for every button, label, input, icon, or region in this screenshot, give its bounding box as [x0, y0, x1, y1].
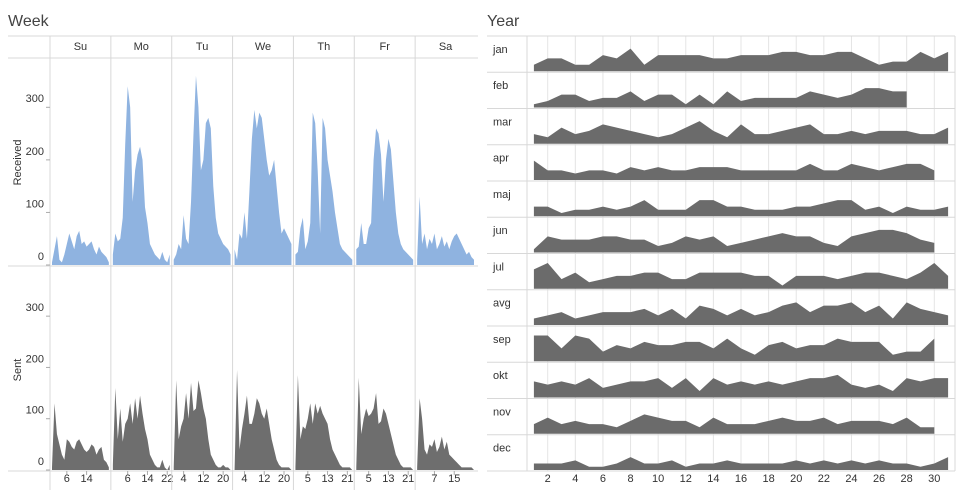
- y-tick-label: 200: [26, 146, 44, 158]
- column-header: Mo: [134, 41, 149, 53]
- area: [533, 457, 949, 470]
- x-tick-label: 5: [305, 473, 311, 485]
- column-header: Th: [317, 41, 330, 53]
- x-tick-label: 2: [545, 473, 551, 485]
- x-tick-label: 6: [64, 473, 70, 485]
- row-label: nov: [493, 406, 511, 418]
- x-tick-label: 12: [258, 473, 270, 485]
- row-label: Sent: [12, 359, 24, 382]
- x-tick-label: 7: [431, 473, 437, 485]
- y-tick-label: 0: [38, 456, 44, 468]
- x-tick-label: 4: [241, 473, 247, 485]
- x-tick-label: 4: [181, 473, 187, 485]
- row-label: okt: [493, 370, 508, 382]
- x-tick-label: 12: [680, 473, 692, 485]
- row-label: jan: [492, 44, 508, 56]
- y-tick-label: 200: [26, 353, 44, 365]
- area: [234, 370, 292, 470]
- area: [533, 200, 949, 217]
- year-title: Year: [487, 13, 520, 30]
- area: [295, 112, 353, 265]
- x-tick-label: 14: [80, 473, 92, 485]
- column-header: Fr: [380, 41, 391, 53]
- x-tick-label: 21: [341, 473, 353, 485]
- x-tick-label: 21: [402, 473, 414, 485]
- y-tick-label: 0: [38, 251, 44, 263]
- x-tick-label: 26: [873, 473, 885, 485]
- row-label: apr: [493, 153, 509, 165]
- row-label: feb: [493, 80, 508, 92]
- area: [533, 88, 907, 108]
- area: [417, 398, 474, 470]
- x-tick-label: 12: [197, 473, 209, 485]
- area: [112, 387, 170, 470]
- y-tick-label: 300: [26, 93, 44, 105]
- x-tick-label: 24: [845, 473, 857, 485]
- area: [52, 403, 109, 470]
- area: [533, 414, 935, 434]
- x-tick-label: 13: [321, 473, 333, 485]
- row-label: avg: [493, 298, 511, 310]
- x-tick-label: 6: [600, 473, 606, 485]
- x-tick-label: 14: [141, 473, 153, 485]
- row-label: mar: [493, 116, 512, 128]
- column-header: Su: [74, 41, 87, 53]
- area: [173, 380, 231, 470]
- x-tick-label: 30: [928, 473, 940, 485]
- column-header: We: [255, 41, 271, 53]
- area: [533, 48, 949, 72]
- x-tick-label: 6: [125, 473, 131, 485]
- area: [52, 230, 109, 265]
- x-tick-label: 14: [707, 473, 719, 485]
- row-label: maj: [493, 189, 511, 201]
- area: [295, 375, 353, 470]
- row-label: jun: [492, 225, 508, 237]
- x-tick-label: 18: [762, 473, 774, 485]
- area: [533, 121, 949, 144]
- area: [356, 128, 414, 265]
- y-tick-label: 100: [26, 405, 44, 417]
- area: [173, 75, 231, 266]
- area: [417, 196, 474, 265]
- x-tick-label: 16: [735, 473, 747, 485]
- x-tick-label: 20: [217, 473, 229, 485]
- x-tick-label: 15: [448, 473, 460, 485]
- x-tick-label: 8: [627, 473, 633, 485]
- area: [356, 377, 414, 470]
- x-tick-label: 10: [652, 473, 664, 485]
- x-tick-label: 20: [790, 473, 802, 485]
- x-tick-label: 4: [572, 473, 578, 485]
- column-header: Sa: [439, 41, 453, 53]
- x-tick-label: 28: [901, 473, 913, 485]
- x-tick-label: 5: [366, 473, 372, 485]
- x-tick-label: 20: [278, 473, 290, 485]
- area: [533, 229, 935, 253]
- x-tick-label: 22: [161, 473, 173, 485]
- area: [533, 335, 935, 362]
- row-label: jul: [492, 261, 504, 273]
- week-title: Week: [8, 13, 50, 30]
- area: [112, 86, 170, 266]
- row-label: Received: [12, 140, 24, 186]
- area: [533, 160, 935, 180]
- row-label: sep: [493, 334, 511, 346]
- area: [533, 262, 949, 289]
- y-tick-label: 300: [26, 302, 44, 314]
- x-tick-label: 22: [818, 473, 830, 485]
- area: [533, 374, 949, 398]
- column-header: Tu: [196, 41, 208, 53]
- y-tick-label: 100: [26, 198, 44, 210]
- x-tick-label: 13: [382, 473, 394, 485]
- area: [533, 302, 949, 325]
- area: [234, 109, 292, 265]
- row-label: dec: [493, 443, 511, 455]
